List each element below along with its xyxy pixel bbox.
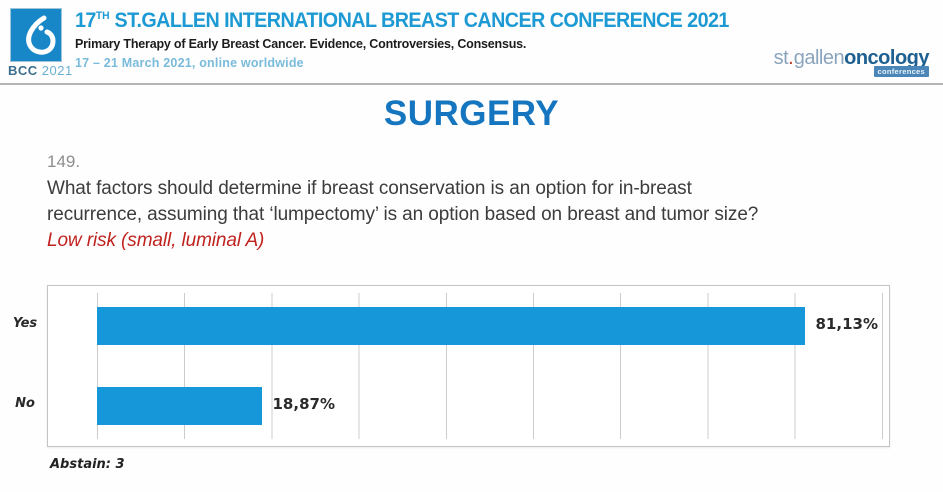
bcc-logo-year: 2021 [41,63,73,78]
question-text: What factors should determine if breast … [47,176,927,228]
bcc-logo-caption: BCC 2021 [8,63,72,78]
header-text-block: 17TH ST.GALLEN INTERNATIONAL BREAST CANC… [75,9,771,70]
header-divider [0,83,943,85]
bar-no-value-label: 18,87% [272,395,335,413]
conference-title: 17TH ST.GALLEN INTERNATIONAL BREAST CANC… [75,9,729,33]
bar-row-no: 18,87% [97,366,890,446]
bcc-logo-text: BCC [8,63,38,78]
conference-title-rest: ST.GALLEN INTERNATIONAL BREAST CANCER CO… [109,9,730,32]
stgallen-logo-gallen: gallen [793,47,845,69]
page-title: SURGERY [383,94,560,133]
question-number: 149. [47,152,81,171]
category-label-no: No [15,396,35,411]
chart-plot-area: 81,13% 18,87% [97,286,890,446]
stgallen-oncology-logo: st.gallenoncology conferences [773,47,929,77]
question-line-1: What factors should determine if breast … [47,178,692,199]
question-line-2: recurrence, assuming that ‘lumpectomy’ i… [47,204,759,225]
category-label-yes: Yes [12,316,38,331]
stgallen-logo-dot: . [788,47,794,69]
conference-title-ordinal: TH [95,10,110,22]
vote-results-chart: 81,13% 18,87% [47,285,890,447]
bar-yes [97,307,805,345]
conference-subtitle: Primary Therapy of Early Breast Cancer. … [75,37,527,51]
bar-yes-value-label: 81,13% [815,315,878,333]
bcc-logo [10,8,62,62]
question-risk-qualifier: Low risk (small, luminal A) [47,230,265,251]
bar-no [97,387,262,425]
stgallen-logo-oncology: oncology [844,47,929,69]
abstain-footnote: Abstain: 3 [50,457,125,472]
stgallen-logo-st: st [773,47,789,69]
bar-row-yes: 81,13% [97,286,890,366]
conference-title-number: 17 [75,9,96,32]
swan-drop-icon [11,15,63,67]
conferences-badge: conferences [873,66,929,77]
conference-dates: 17 – 21 March 2021, online worldwide [75,56,304,70]
